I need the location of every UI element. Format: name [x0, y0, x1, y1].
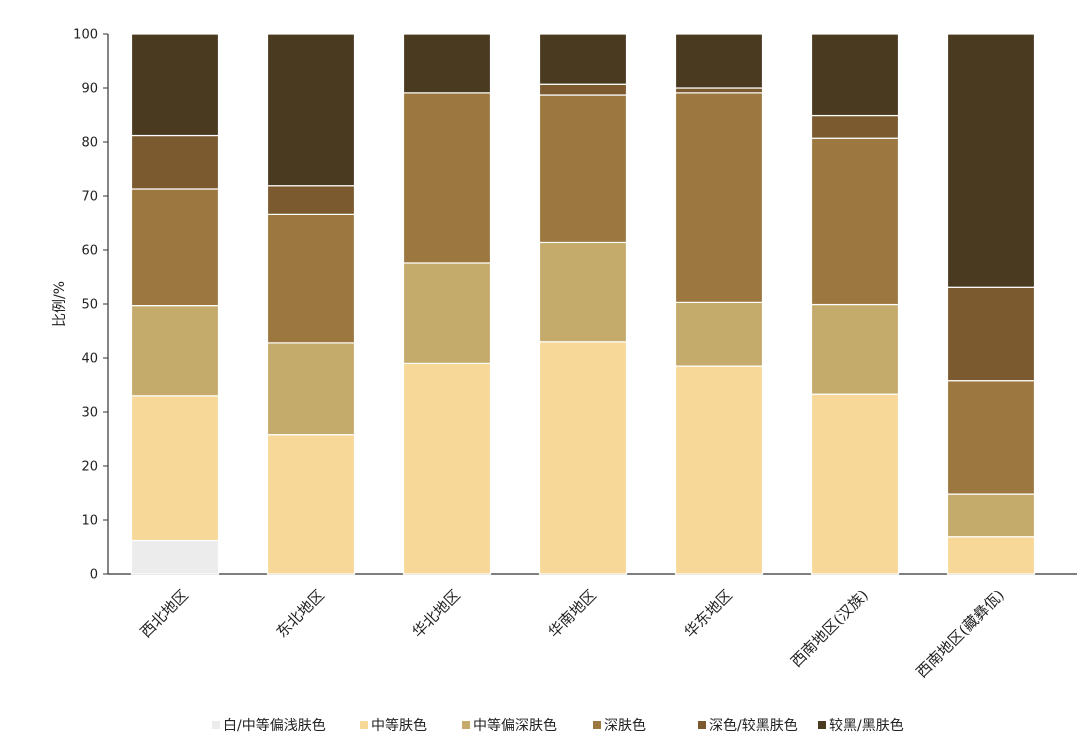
x-category-label: 华北地区	[409, 586, 464, 641]
y-tick-label: 40	[81, 352, 98, 367]
x-category-label: 东北地区	[273, 586, 328, 641]
bar-segment	[130, 134, 220, 190]
bars	[130, 33, 1036, 575]
legend-label: 中等偏深肤色	[473, 717, 557, 734]
bar-segment	[674, 365, 764, 575]
y-axis-label: 比例/%	[52, 281, 68, 327]
legend-label: 深肤色	[604, 717, 646, 734]
bar-segment	[946, 286, 1036, 382]
y-tick-label: 60	[81, 244, 98, 259]
y-tick-label: 90	[81, 82, 98, 97]
bar-segment	[674, 92, 764, 303]
bar-segment	[266, 33, 356, 187]
legend-swatch	[360, 721, 368, 729]
bar-segment	[538, 83, 628, 96]
bar-segment	[130, 188, 220, 307]
bar-segment	[538, 94, 628, 244]
x-category-label: 西南地区(汉族)	[787, 586, 872, 671]
bar-segment	[266, 342, 356, 436]
x-category-label: 华东地区	[681, 586, 736, 641]
bar-segment	[674, 301, 764, 367]
bar-segment	[266, 185, 356, 215]
y-tick-label: 80	[81, 136, 98, 151]
category-labels: 西北地区 东北地区 华北地区 华南地区 华东地区 西南地区(汉族) 西南地区(藏彝佤)	[137, 586, 1008, 681]
legend-swatch	[212, 721, 220, 729]
x-category-label: 华南地区	[545, 586, 600, 641]
y-tick-label: 100	[73, 28, 98, 43]
bar-segment	[946, 33, 1036, 288]
y-tick-label: 20	[81, 460, 98, 475]
bar-segment	[266, 213, 356, 344]
x-category-label: 西南地区(藏彝佤)	[913, 586, 1008, 681]
y-tick-label: 50	[81, 298, 98, 313]
bar-segment	[538, 33, 628, 85]
bar-segment	[402, 92, 492, 264]
bar-segment	[538, 341, 628, 575]
bar-segment	[266, 434, 356, 575]
bar-segment	[946, 493, 1036, 538]
bar-segment	[130, 33, 220, 137]
bar-segment	[538, 241, 628, 343]
bar-segment	[402, 33, 492, 94]
bar-segment	[810, 137, 900, 306]
y-tick-label: 0	[90, 568, 98, 583]
bar-segment	[810, 33, 900, 117]
bar-segment	[130, 539, 220, 575]
bar-segment	[402, 362, 492, 575]
bar-segment	[946, 380, 1036, 495]
bar-segment	[946, 536, 1036, 575]
legend: 白/中等偏浅肤色 中等肤色 中等偏深肤色 深肤色 深色/较黑肤色 较黑/黑肤色	[212, 717, 904, 734]
legend-label: 中等肤色	[371, 717, 427, 734]
y-tick-label: 70	[81, 190, 98, 205]
legend-swatch	[593, 721, 601, 729]
y-tick-label: 30	[81, 406, 98, 421]
legend-swatch	[698, 721, 706, 729]
legend-swatch	[818, 721, 826, 729]
bar-segment	[130, 305, 220, 397]
bar-segment	[674, 87, 764, 94]
bar-segment	[130, 395, 220, 542]
legend-label: 深色/较黑肤色	[709, 717, 798, 734]
bar-segment	[810, 114, 900, 139]
legend-label: 白/中等偏浅肤色	[223, 717, 326, 734]
bar-segment	[674, 33, 764, 89]
bar-segment	[402, 262, 492, 364]
bar-segment	[810, 393, 900, 575]
y-tick-label: 10	[81, 514, 98, 529]
x-category-label: 西北地区	[137, 586, 192, 641]
legend-swatch	[462, 721, 470, 729]
bar-segment	[810, 303, 900, 395]
legend-label: 较黑/黑肤色	[829, 717, 904, 734]
